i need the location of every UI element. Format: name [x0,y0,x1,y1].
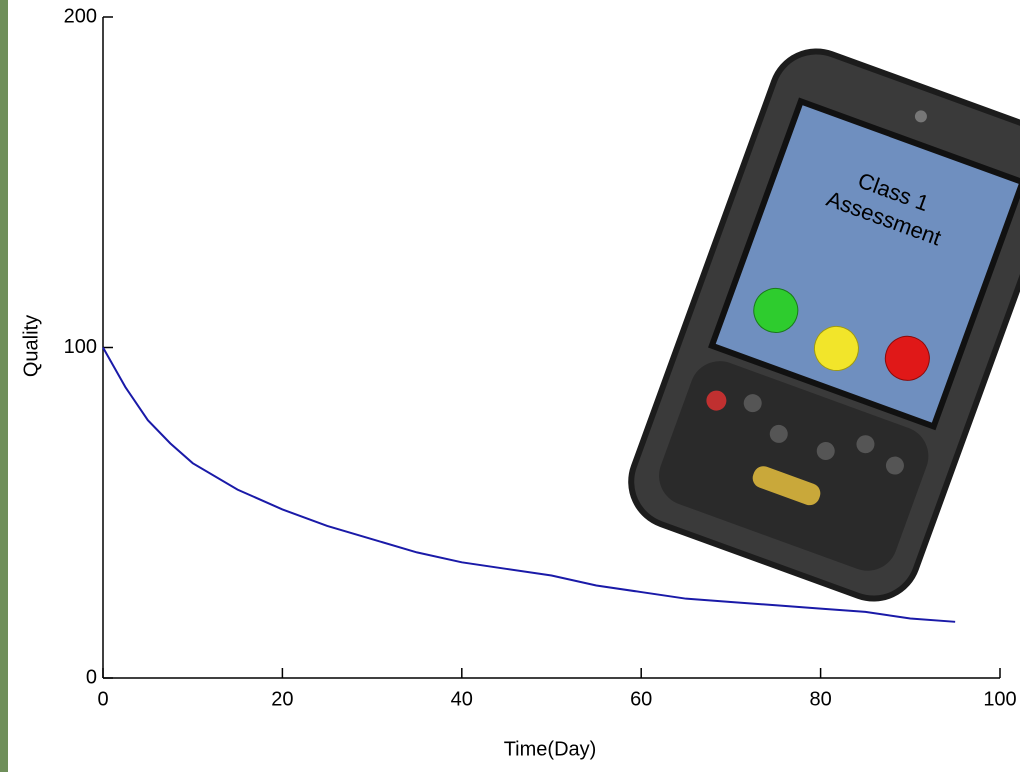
scan-button [752,466,821,506]
key [885,456,904,475]
x-tick-label: 60 [630,688,652,710]
x-tick-label: 20 [271,688,293,710]
y-tick-label: 200 [64,5,97,27]
x-tick-label: 80 [809,688,831,710]
key [769,424,788,443]
key [816,442,835,461]
green-light [753,287,799,333]
x-axis-label: Time(Day) [504,738,597,760]
x-tick-label: 0 [97,688,108,710]
data-line [102,347,956,623]
plot-area: 0 100 200 0 20 40 60 80 100 [64,5,1017,710]
red-light [884,335,930,381]
device-camera [914,110,927,123]
device-screen [708,97,1020,431]
yellow-light [813,325,859,371]
x-tick-label: 100 [983,688,1016,710]
y-tick-label: 0 [86,666,97,688]
x-tick-label: 40 [451,688,473,710]
pda-device: Class 1 Assessment [628,48,1020,602]
y-tick-label: 100 [64,336,97,358]
key [856,435,875,454]
key [743,394,762,413]
left-border [0,0,8,772]
keypad [659,361,929,571]
key [706,390,727,411]
y-axis-label: Quality [20,315,42,377]
